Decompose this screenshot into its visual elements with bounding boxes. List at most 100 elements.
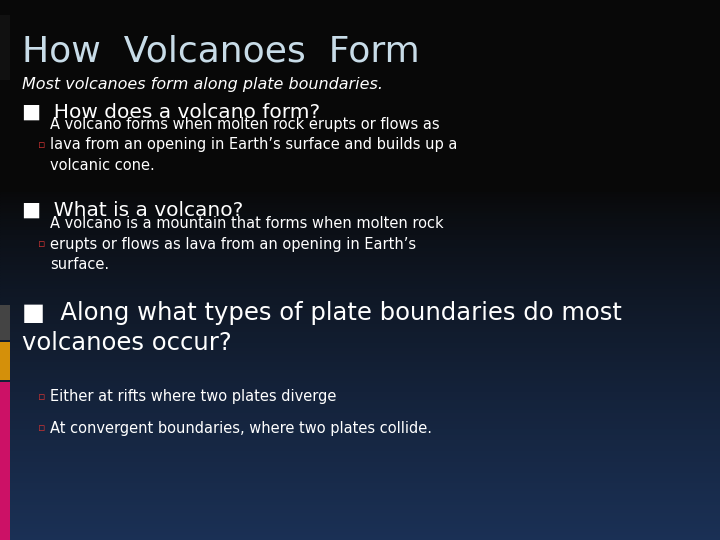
Text: A volcano forms when molten rock erupts or flows as
lava from an opening in Eart: A volcano forms when molten rock erupts … bbox=[50, 117, 457, 173]
Bar bbox=[0, 256, 720, 259]
Bar bbox=[0, 472, 720, 475]
Bar bbox=[0, 240, 720, 243]
Bar bbox=[0, 375, 720, 378]
Bar bbox=[0, 516, 720, 518]
Bar bbox=[0, 65, 720, 68]
Bar bbox=[0, 354, 720, 356]
Bar bbox=[0, 529, 720, 532]
Bar bbox=[0, 432, 720, 435]
Bar bbox=[0, 362, 720, 364]
Bar bbox=[0, 146, 720, 148]
Bar bbox=[0, 402, 720, 405]
Bar bbox=[0, 124, 720, 127]
Bar bbox=[0, 270, 720, 273]
Bar bbox=[0, 267, 720, 270]
Bar bbox=[0, 108, 720, 111]
Bar bbox=[0, 11, 720, 14]
Bar bbox=[0, 332, 720, 335]
Bar bbox=[0, 382, 10, 540]
Bar bbox=[0, 92, 720, 94]
Bar bbox=[0, 513, 720, 516]
Bar bbox=[0, 230, 720, 232]
Bar bbox=[0, 397, 720, 400]
Bar bbox=[0, 113, 720, 116]
Bar bbox=[0, 367, 720, 370]
Bar bbox=[0, 408, 720, 410]
Bar bbox=[0, 227, 720, 229]
Bar bbox=[0, 24, 720, 27]
Bar bbox=[0, 19, 720, 22]
Bar bbox=[0, 297, 720, 300]
Bar bbox=[0, 338, 720, 340]
Bar bbox=[0, 132, 720, 135]
Bar bbox=[0, 0, 720, 3]
Bar bbox=[0, 211, 720, 213]
Bar bbox=[0, 97, 720, 100]
Bar bbox=[0, 78, 720, 81]
Bar bbox=[0, 364, 720, 367]
Bar bbox=[0, 246, 720, 248]
Bar bbox=[0, 143, 720, 146]
Bar bbox=[0, 43, 720, 46]
Bar bbox=[0, 170, 720, 173]
Bar bbox=[0, 456, 720, 459]
Bar bbox=[0, 348, 720, 351]
Text: How  Volcanoes  Form: How Volcanoes Form bbox=[22, 35, 420, 69]
Bar bbox=[0, 373, 720, 375]
Bar bbox=[0, 213, 720, 216]
Bar bbox=[0, 157, 720, 159]
Bar bbox=[0, 302, 720, 305]
Bar bbox=[0, 342, 10, 380]
Bar bbox=[0, 32, 720, 35]
Bar bbox=[0, 435, 720, 437]
Bar bbox=[0, 14, 720, 16]
Bar bbox=[0, 451, 720, 454]
Bar bbox=[0, 418, 720, 421]
Bar bbox=[0, 329, 720, 332]
Bar bbox=[0, 5, 720, 8]
Bar bbox=[0, 103, 720, 105]
Bar bbox=[0, 467, 720, 470]
Bar bbox=[0, 70, 720, 73]
Bar bbox=[0, 16, 720, 19]
Text: Either at rifts where two plates diverge: Either at rifts where two plates diverge bbox=[50, 389, 336, 404]
Bar bbox=[0, 265, 720, 267]
Bar bbox=[0, 292, 720, 294]
Bar bbox=[0, 116, 720, 119]
Bar bbox=[0, 483, 720, 486]
Bar bbox=[0, 381, 720, 383]
Bar bbox=[0, 162, 720, 165]
Bar bbox=[0, 502, 720, 505]
Bar bbox=[0, 346, 720, 348]
Bar bbox=[0, 324, 720, 327]
Bar bbox=[0, 30, 720, 32]
Bar bbox=[0, 478, 720, 481]
Bar bbox=[0, 151, 720, 154]
Bar bbox=[0, 281, 720, 284]
Bar bbox=[0, 535, 720, 537]
Bar bbox=[0, 526, 720, 529]
Bar bbox=[0, 189, 720, 192]
Bar bbox=[0, 340, 720, 343]
Bar bbox=[0, 235, 720, 238]
Text: ■  How does a volcano form?: ■ How does a volcano form? bbox=[22, 103, 320, 122]
Bar bbox=[0, 40, 720, 43]
Bar bbox=[0, 54, 720, 57]
Bar bbox=[0, 254, 720, 256]
Bar bbox=[0, 532, 720, 535]
Bar bbox=[0, 429, 720, 432]
Bar bbox=[0, 464, 720, 467]
Bar bbox=[0, 159, 720, 162]
Bar bbox=[0, 130, 720, 132]
Bar bbox=[0, 251, 720, 254]
Bar bbox=[0, 459, 720, 462]
Bar bbox=[0, 165, 720, 167]
Bar bbox=[0, 300, 720, 302]
Bar bbox=[0, 76, 720, 78]
Bar bbox=[0, 286, 720, 289]
Bar bbox=[0, 238, 720, 240]
Bar bbox=[0, 421, 720, 424]
Bar bbox=[0, 73, 720, 76]
Bar bbox=[0, 119, 720, 122]
Bar bbox=[0, 470, 720, 472]
